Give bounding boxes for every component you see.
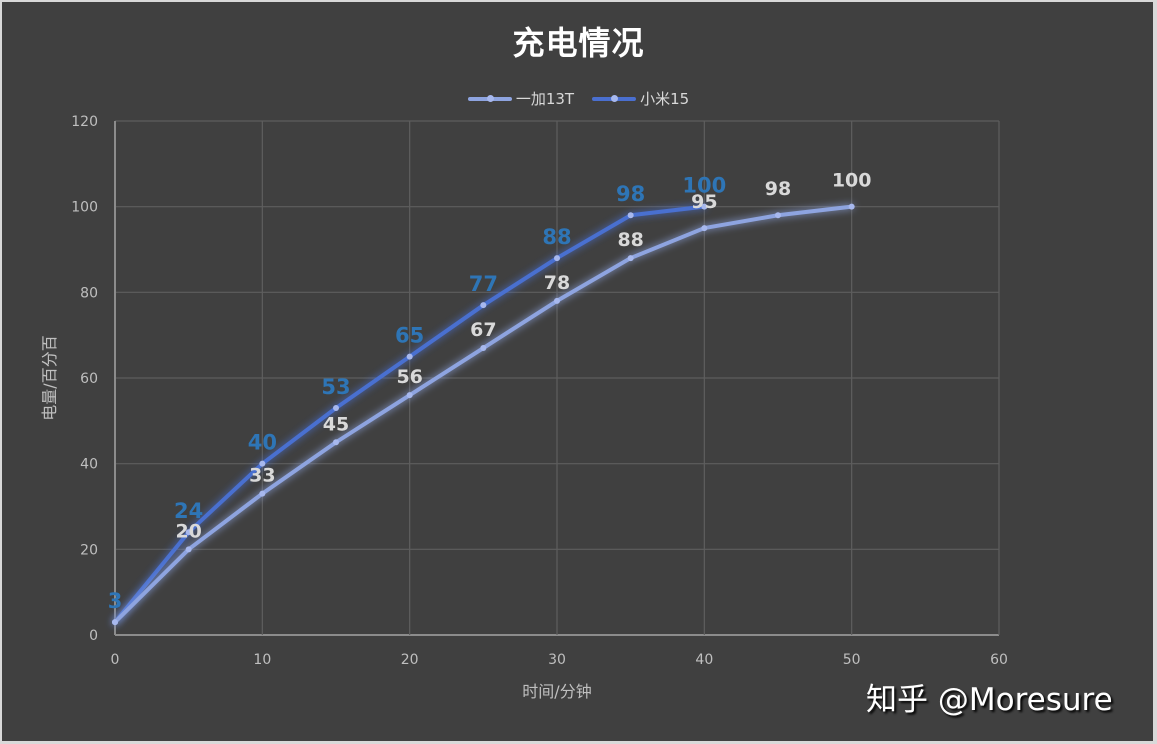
data-point[interactable] <box>554 255 560 262</box>
data-point[interactable] <box>185 546 192 553</box>
data-label: 65 <box>395 324 424 348</box>
y-axis-ticks: 0 20 40 60 80 100 120 <box>71 114 98 644</box>
data-point[interactable] <box>627 255 634 262</box>
data-label: 45 <box>323 413 349 435</box>
data-label: 100 <box>832 170 872 192</box>
line-marker-icon <box>592 94 637 102</box>
legend-item-oneplus13t[interactable]: 一加13T <box>467 88 575 109</box>
data-point[interactable] <box>333 404 339 411</box>
x-axis-title: 时间/分钟 <box>522 682 592 701</box>
y-tick-label: 60 <box>80 371 98 387</box>
data-point[interactable] <box>701 203 708 210</box>
data-point[interactable] <box>775 212 781 219</box>
data-label: 33 <box>249 465 275 487</box>
data-point[interactable] <box>480 302 487 309</box>
data-point[interactable] <box>554 297 560 304</box>
y-tick-label: 100 <box>71 200 98 216</box>
data-label: 24 <box>174 499 203 523</box>
series-lines <box>112 203 855 626</box>
x-tick-label: 30 <box>548 652 566 668</box>
x-tick-label: 20 <box>401 652 419 668</box>
data-label: 88 <box>542 225 571 249</box>
legend-item-xiaomi15[interactable]: 小米15 <box>592 88 689 109</box>
y-tick-label: 20 <box>80 542 98 558</box>
data-label: 78 <box>544 272 570 294</box>
x-tick-label: 10 <box>253 652 271 668</box>
data-point[interactable] <box>848 203 855 210</box>
watermark: 知乎 @Moresure <box>866 682 1113 718</box>
data-point[interactable] <box>627 212 634 219</box>
data-point[interactable] <box>185 529 192 536</box>
series-line[interactable] <box>113 204 854 625</box>
legend-label: 小米15 <box>640 90 690 108</box>
x-tick-label: 0 <box>111 652 120 668</box>
data-labels: 20 33 45 56 67 78 88 95 98 100 3 24 40 53 65 77 88 98 100 <box>108 170 872 613</box>
gridlines <box>114 120 1000 636</box>
x-axis-ticks: 0 10 20 30 40 50 60 <box>111 652 1008 668</box>
data-point[interactable] <box>333 439 339 446</box>
legend-label: 一加13T <box>515 90 575 108</box>
x-tick-label: 50 <box>843 652 861 668</box>
data-point[interactable] <box>259 460 266 467</box>
legend: 一加13T 小米15 <box>0 88 1157 109</box>
data-label: 88 <box>617 229 643 251</box>
y-tick-label: 80 <box>80 285 98 301</box>
data-point[interactable] <box>112 619 118 626</box>
data-label: 40 <box>248 431 277 455</box>
y-tick-label: 120 <box>71 114 98 130</box>
data-point[interactable] <box>406 353 413 360</box>
x-tick-label: 60 <box>990 652 1008 668</box>
data-point[interactable] <box>480 345 487 352</box>
data-point[interactable] <box>259 490 266 497</box>
y-axis-title: 电量/百分百 <box>40 335 59 421</box>
y-tick-label: 40 <box>80 457 98 473</box>
data-label: 77 <box>469 272 498 296</box>
data-label: 20 <box>175 520 201 542</box>
data-label: 3 <box>108 589 123 613</box>
data-label: 98 <box>765 178 791 200</box>
line-marker-icon <box>467 94 512 102</box>
data-label: 98 <box>616 182 645 206</box>
data-point[interactable] <box>701 225 708 232</box>
data-label: 95 <box>691 191 717 213</box>
data-label: 53 <box>321 375 350 399</box>
data-point[interactable] <box>406 392 413 399</box>
x-tick-label: 40 <box>695 652 713 668</box>
chart-title: 充电情况 <box>512 24 645 62</box>
data-label: 100 <box>682 174 726 198</box>
y-tick-label: 0 <box>89 628 98 644</box>
data-label: 56 <box>396 366 422 388</box>
data-label: 67 <box>470 319 496 341</box>
